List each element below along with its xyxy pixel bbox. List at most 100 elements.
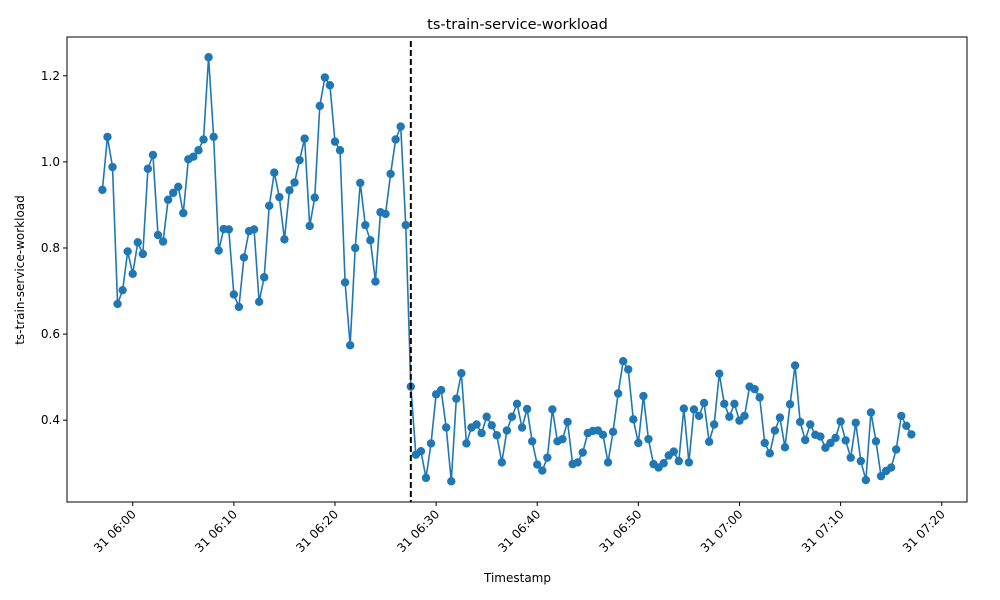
data-point	[224, 225, 233, 234]
data-point	[366, 236, 375, 245]
data-point	[300, 134, 309, 143]
axes-frame	[66, 36, 968, 503]
data-point	[790, 361, 800, 370]
data-point	[644, 434, 653, 444]
data-point	[492, 431, 501, 440]
data-point	[280, 235, 289, 244]
data-point	[128, 269, 137, 279]
data-point	[618, 357, 628, 366]
data-point	[204, 53, 213, 62]
data-point	[709, 420, 719, 429]
data-point	[442, 423, 451, 432]
data-point	[361, 220, 370, 230]
data-point	[168, 188, 178, 198]
data-point	[517, 423, 527, 432]
data-point	[674, 456, 683, 466]
data-point	[249, 225, 259, 234]
data-point	[214, 246, 223, 255]
data-point	[613, 389, 623, 398]
data-point	[189, 152, 198, 161]
data-point	[856, 456, 866, 466]
data-point	[396, 122, 405, 131]
data-point	[522, 404, 532, 414]
data-point	[356, 178, 365, 188]
data-point	[578, 448, 587, 457]
data-point	[902, 421, 911, 430]
chart-title: ts-train-service-workload	[427, 17, 608, 33]
data-point	[725, 412, 734, 421]
data-point	[543, 453, 552, 462]
data-point	[320, 73, 330, 82]
data-point	[295, 155, 304, 165]
data-point	[806, 420, 815, 429]
data-point	[199, 135, 208, 144]
data-point	[351, 243, 360, 253]
data-point	[113, 299, 122, 309]
y-tick-label: 0.6	[41, 327, 60, 341]
data-point	[325, 81, 335, 90]
data-point	[497, 458, 507, 467]
data-point	[639, 391, 648, 401]
data-point	[447, 477, 456, 486]
data-point	[699, 398, 709, 408]
data-point	[780, 443, 790, 452]
data-point	[436, 385, 446, 395]
data-point	[133, 238, 142, 247]
data-point	[765, 449, 775, 458]
data-point	[265, 201, 274, 210]
data-point	[391, 135, 400, 144]
data-point	[801, 435, 810, 445]
data-point	[846, 453, 855, 462]
data-point	[730, 399, 739, 409]
data-point	[826, 438, 835, 448]
data-point	[831, 433, 840, 443]
data-point	[689, 405, 699, 414]
data-point	[143, 164, 153, 173]
data-point	[254, 297, 264, 306]
data-point	[608, 427, 618, 437]
data-point	[603, 458, 613, 467]
data-point	[371, 277, 380, 286]
data-point	[548, 405, 557, 414]
data-point	[785, 400, 795, 409]
data-point	[866, 408, 876, 417]
x-axis-label: Timestamp	[483, 571, 551, 585]
data-point	[512, 399, 522, 409]
data-point	[153, 230, 163, 240]
data-point	[148, 150, 158, 160]
data-point	[861, 475, 871, 485]
data-point	[98, 185, 107, 195]
data-point	[401, 220, 410, 230]
y-tick-label: 0.8	[41, 241, 60, 255]
data-point	[416, 446, 426, 456]
data-point	[179, 208, 188, 218]
data-point	[715, 369, 724, 378]
data-point	[386, 169, 395, 179]
data-point	[876, 471, 886, 481]
data-point	[598, 430, 608, 440]
data-point	[871, 437, 881, 446]
data-point	[507, 412, 517, 421]
data-point	[234, 302, 244, 312]
data-point	[760, 438, 769, 448]
data-point	[259, 273, 269, 282]
data-point	[381, 209, 390, 219]
data-point	[310, 193, 319, 202]
data-point	[457, 369, 466, 378]
data-point	[886, 463, 896, 472]
data-point	[684, 458, 694, 467]
data-point	[462, 439, 471, 448]
data-point	[275, 192, 284, 202]
y-tick-label: 1.0	[41, 155, 60, 169]
data-point	[158, 237, 168, 246]
data-point	[740, 411, 749, 421]
data-point	[679, 404, 689, 413]
data-point	[907, 430, 916, 439]
data-point	[118, 285, 127, 295]
data-point	[836, 417, 845, 426]
data-point	[659, 459, 668, 468]
data-point	[704, 437, 714, 446]
data-point	[755, 393, 764, 402]
